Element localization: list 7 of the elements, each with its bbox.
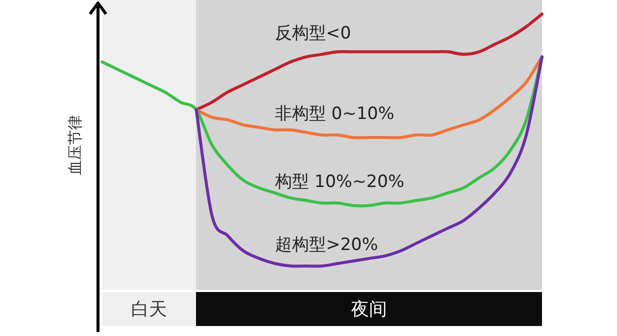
y-axis-title: 血压节律 [66,115,84,175]
series-label: 反构型<0 [275,23,352,44]
text: 夜间 [351,299,387,320]
text: 白天 [131,299,167,320]
series-label: 超构型>20% [275,235,378,255]
series-label: 构型 10%~20% [274,172,404,192]
series-label: 非构型 0~10% [275,104,394,124]
